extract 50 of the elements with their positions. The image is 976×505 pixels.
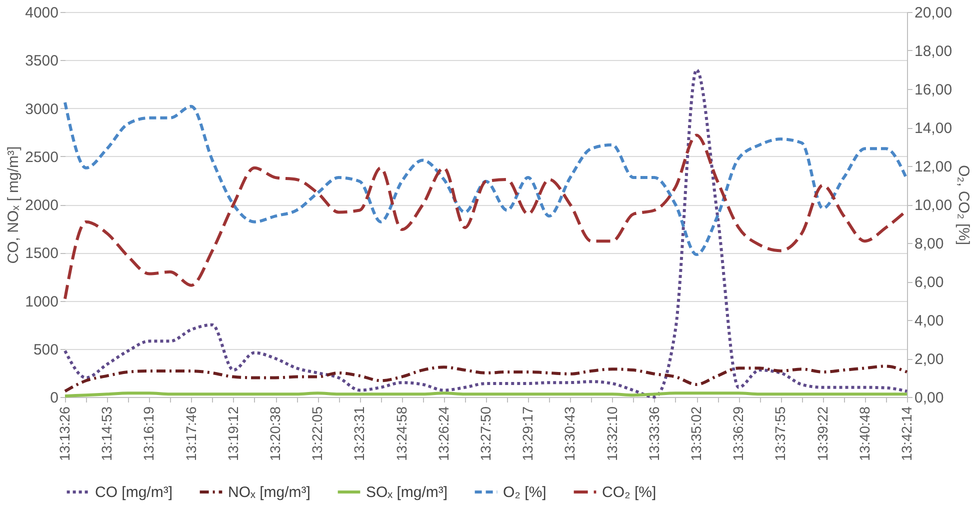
- y2-tick-label: 12,00: [914, 158, 952, 176]
- x-tick-label: 13:20:38: [267, 406, 283, 461]
- y-tick-label: 2500: [25, 148, 58, 166]
- x-tick-label: 13:17:46: [182, 406, 199, 461]
- x-tick-label: 13:35:02: [688, 406, 704, 461]
- legend-label: O₂ [%]: [503, 484, 546, 501]
- x-tick-label: 13:36:29: [730, 406, 746, 461]
- y2-tick-label: 10,00: [914, 197, 952, 214]
- x-tick-label: 13:37:55: [772, 406, 788, 461]
- line-series: [64, 364, 908, 393]
- legend-label: CO₂ [%]: [602, 484, 656, 501]
- x-tick-label: 13:23:31: [351, 406, 368, 461]
- x-tick-label: 13:33:36: [646, 406, 662, 461]
- y2-tick-label: 20,00: [914, 4, 952, 22]
- y-tick-label: 1000: [25, 293, 58, 310]
- x-tick-label: 13:24:58: [393, 406, 410, 461]
- y2-tick-label: 14,00: [914, 120, 952, 137]
- x-tick-label: 13:22:05: [309, 406, 326, 461]
- y2-tick-label: 16,00: [914, 82, 952, 98]
- legend-label: CO [mg/m³]: [95, 484, 172, 501]
- x-tick-label: 13:13:26: [56, 406, 72, 461]
- x-tick-label: 13:40:48: [856, 406, 872, 461]
- y2-tick-label: 0,00: [914, 390, 944, 406]
- legend-label: NOₓ [mg/m³]: [228, 484, 310, 501]
- x-tick-label: 13:19:12: [224, 406, 241, 461]
- y2-axis-title: O₂, CO₂ [%]: [955, 165, 972, 245]
- x-tick-label: 13:30:43: [562, 406, 578, 461]
- x-tick-label: 13:26:24: [435, 406, 452, 461]
- x-tick-label: 13:27:50: [478, 406, 494, 461]
- x-tick-label: 13:42:14: [898, 406, 914, 461]
- x-tick-label: 13:39:22: [814, 406, 830, 461]
- y-tick-label: 1500: [25, 245, 58, 262]
- legend-label: SOₓ [mg/m³]: [366, 484, 448, 501]
- y-tick-label: 2000: [25, 197, 58, 214]
- y-tick-label: 0: [50, 390, 58, 406]
- x-tick-label: 13:29:17: [520, 406, 536, 461]
- x-tick-label: 13:16:19: [140, 406, 157, 461]
- y-tick-label: 3000: [25, 100, 58, 118]
- x-tick-label: 13:14:53: [98, 406, 115, 461]
- y2-tick-label: 4,00: [914, 312, 944, 330]
- x-tick-label: 13:32:10: [604, 406, 620, 461]
- y-tick-label: 500: [33, 341, 58, 358]
- y2-tick-label: 18,00: [914, 43, 952, 60]
- y2-tick-label: 8,00: [914, 236, 944, 252]
- y-tick-label: 4000: [25, 4, 58, 22]
- line-series: [64, 100, 908, 256]
- y-axis-title: CO, NOₓ [ mg/m³]: [5, 146, 22, 264]
- y2-tick-label: 2,00: [914, 351, 944, 368]
- y-tick-label: 3500: [25, 52, 58, 70]
- y2-tick-label: 6,00: [914, 274, 944, 291]
